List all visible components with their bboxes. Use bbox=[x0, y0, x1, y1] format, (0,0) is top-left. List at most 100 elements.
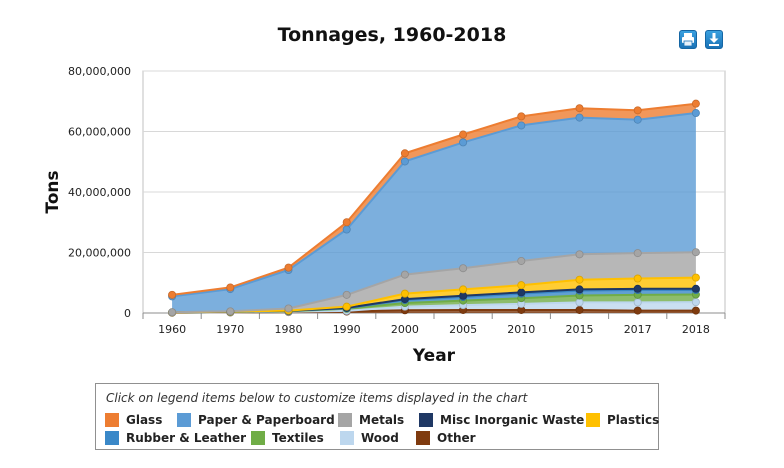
point-plastics bbox=[342, 302, 351, 311]
legend-label: Other bbox=[437, 431, 476, 445]
point-glass bbox=[226, 283, 235, 292]
y-axis-title: Tons bbox=[43, 170, 63, 213]
legend-label: Plastics bbox=[607, 413, 660, 427]
y-tick-label: 80,000,000 bbox=[68, 65, 131, 78]
point-metals bbox=[284, 304, 293, 313]
point-paper-paperboard bbox=[633, 115, 642, 124]
x-tick-label: 2018 bbox=[682, 323, 710, 336]
legend-item-glass[interactable]: Glass bbox=[105, 412, 162, 428]
line-glass bbox=[171, 102, 697, 296]
area-textiles bbox=[172, 294, 696, 313]
point-misc-inorganic-waste bbox=[575, 285, 584, 294]
point-paper-paperboard bbox=[342, 225, 351, 234]
point-glass bbox=[284, 263, 293, 272]
point-wood bbox=[633, 298, 642, 307]
area-wood bbox=[172, 302, 696, 313]
point-glass bbox=[459, 130, 468, 139]
legend-item-plastics[interactable]: Plastics bbox=[586, 412, 659, 428]
point-plastics bbox=[633, 274, 642, 283]
point-metals bbox=[633, 249, 642, 258]
point-paper-paperboard bbox=[459, 138, 468, 147]
area-paper-paperboard bbox=[172, 113, 696, 313]
point-plastics bbox=[400, 289, 409, 298]
legend-label: Paper & Paperboard bbox=[198, 413, 335, 427]
line-metals bbox=[172, 251, 696, 314]
legend-swatch bbox=[105, 431, 119, 445]
point-metals bbox=[226, 307, 235, 316]
x-axis-title: Year bbox=[412, 346, 456, 366]
x-tick-label: 1960 bbox=[158, 323, 186, 336]
point-other bbox=[691, 306, 700, 315]
legend-swatch bbox=[340, 431, 354, 445]
y-tick-label: 60,000,000 bbox=[68, 126, 131, 139]
legend-note: Click on legend items below to customize… bbox=[106, 391, 528, 405]
point-glass bbox=[633, 106, 642, 115]
point-misc-inorganic-waste bbox=[517, 288, 526, 297]
x-tick-label: 2015 bbox=[566, 323, 594, 336]
point-wood bbox=[575, 298, 584, 307]
legend-swatch bbox=[251, 431, 265, 445]
legend-label: Rubber & Leather bbox=[126, 431, 247, 445]
legend-swatch bbox=[177, 413, 191, 427]
area-plastics bbox=[172, 277, 696, 313]
line-plastics bbox=[172, 276, 696, 314]
chart-title: Tonnages, 1960-2018 bbox=[277, 24, 507, 46]
line-paper-paperboard bbox=[171, 112, 697, 298]
point-metals bbox=[342, 290, 351, 299]
point-other bbox=[633, 306, 642, 315]
legend-swatch bbox=[338, 413, 352, 427]
point-metals bbox=[400, 270, 409, 279]
point-plastics bbox=[575, 275, 584, 284]
x-tick-label: 2005 bbox=[449, 323, 477, 336]
y-tick-label: 20,000,000 bbox=[68, 247, 131, 260]
point-plastics bbox=[517, 281, 526, 290]
x-tick-label: 2010 bbox=[507, 323, 535, 336]
print-button[interactable] bbox=[679, 30, 697, 49]
legend-item-misc-inorganic[interactable]: Misc Inorganic Waste bbox=[419, 412, 584, 428]
legend-label: Glass bbox=[126, 413, 163, 427]
point-wood bbox=[691, 298, 700, 307]
point-metals bbox=[575, 250, 584, 259]
point-misc-inorganic-waste bbox=[691, 284, 700, 293]
legend-item-metals[interactable]: Metals bbox=[338, 412, 404, 428]
point-paper-paperboard bbox=[691, 109, 700, 118]
legend-item-rubber[interactable]: Rubber & Leather bbox=[105, 430, 246, 446]
legend-swatch bbox=[416, 431, 430, 445]
download-button[interactable] bbox=[705, 30, 723, 49]
point-glass bbox=[691, 99, 700, 108]
point-plastics bbox=[691, 273, 700, 282]
plot-area: 0 20,000,000 40,000,000 60,000,000 80,000,00… bbox=[43, 65, 726, 366]
point-glass bbox=[517, 112, 526, 121]
point-metals bbox=[691, 248, 700, 257]
y-tick-label: 40,000,000 bbox=[68, 186, 131, 199]
legend-label: Metals bbox=[359, 413, 405, 427]
point-glass bbox=[342, 218, 351, 227]
point-metals bbox=[517, 256, 526, 265]
point-plastics bbox=[459, 285, 468, 294]
point-paper-paperboard bbox=[517, 121, 526, 130]
legend-swatch bbox=[419, 413, 433, 427]
print-icon bbox=[682, 33, 694, 47]
legend-item-paper[interactable]: Paper & Paperboard bbox=[177, 412, 335, 428]
point-glass bbox=[168, 290, 177, 299]
point-misc-inorganic-waste bbox=[633, 284, 642, 293]
point-metals bbox=[459, 264, 468, 273]
point-metals bbox=[168, 308, 177, 317]
x-tick-label: 1970 bbox=[216, 323, 244, 336]
legend-swatch bbox=[586, 413, 600, 427]
x-tick-label: 2000 bbox=[391, 323, 419, 336]
legend-label: Wood bbox=[361, 431, 399, 445]
area-metals bbox=[172, 252, 696, 313]
point-glass bbox=[400, 149, 409, 158]
legend-swatch bbox=[105, 413, 119, 427]
legend-label: Misc Inorganic Waste bbox=[440, 413, 585, 427]
x-tick-label: 1990 bbox=[333, 323, 361, 336]
legend-item-other[interactable]: Other bbox=[416, 430, 476, 446]
legend-item-wood[interactable]: Wood bbox=[340, 430, 399, 446]
download-icon bbox=[709, 33, 719, 46]
legend-label: Textiles bbox=[272, 431, 324, 445]
legend-item-textiles[interactable]: Textiles bbox=[251, 430, 324, 446]
legend: Click on legend items below to customize… bbox=[95, 383, 659, 450]
point-paper-paperboard bbox=[400, 157, 409, 166]
x-tick-label: 2017 bbox=[624, 323, 652, 336]
